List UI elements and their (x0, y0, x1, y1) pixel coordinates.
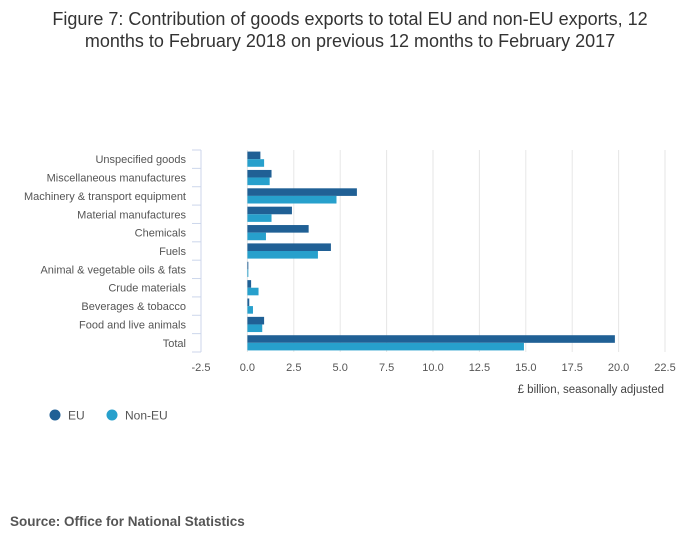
bar-non-eu[interactable] (247, 269, 249, 277)
bar-eu[interactable] (247, 243, 331, 251)
category-label: Unspecified goods (95, 154, 186, 166)
chart-title-line-2: months to February 2018 on previous 12 m… (84, 31, 616, 51)
x-tick-label: 10.0 (422, 362, 443, 374)
category-label: Chemicals (135, 228, 187, 240)
bar-eu[interactable] (247, 316, 265, 325)
bar-non-eu[interactable] (247, 195, 337, 204)
bar-eu[interactable] (247, 261, 249, 270)
bar-eu[interactable] (247, 169, 272, 178)
x-tick-label: -2.5 (192, 362, 211, 374)
chart-title: Figure 7: Contribution of goods exports … (0, 8, 700, 52)
source-note: Source: Office for National Statistics (10, 514, 245, 529)
bar-non-eu[interactable] (247, 287, 259, 296)
bar-eu[interactable] (247, 280, 252, 288)
x-tick-labels: -2.5 0.0 2.5 5.0 7.5 10.0 12.5 15.0 17.5 20.0 22.5 (192, 362, 676, 374)
bar-eu[interactable] (247, 206, 292, 215)
category-label: Beverages & tobacco (81, 301, 186, 313)
category-label: Fuels (159, 246, 186, 258)
legend-marker-eu (49, 409, 61, 421)
bar-non-eu[interactable] (247, 251, 318, 259)
bar-eu[interactable] (247, 151, 261, 160)
bar-eu[interactable] (247, 188, 357, 196)
x-tick-label: 5.0 (333, 362, 348, 374)
x-tick-label: 20.0 (608, 362, 629, 374)
legend-label-non-eu[interactable]: Non-EU (125, 409, 168, 423)
x-tick-label: 0.0 (240, 362, 255, 374)
category-label: Total (163, 338, 186, 350)
category-label: Material manufactures (77, 209, 186, 221)
x-tick-label: 22.5 (654, 362, 675, 374)
category-label: Food and live animals (79, 319, 187, 331)
bar-non-eu[interactable] (247, 177, 270, 186)
legend-marker-non-eu (106, 409, 118, 421)
x-tick-label: 12.5 (469, 362, 490, 374)
bar-eu[interactable] (247, 225, 309, 233)
bar-non-eu[interactable] (247, 306, 253, 314)
category-label: Crude materials (108, 283, 186, 295)
legend-label-eu[interactable]: EU (68, 409, 85, 423)
x-tick-label: 17.5 (561, 362, 582, 374)
category-label: Animal & vegetable oils & fats (40, 264, 186, 276)
category-label: Miscellaneous manufactures (47, 173, 187, 185)
category-tick-marks (192, 149, 202, 353)
bar-eu[interactable] (247, 298, 250, 307)
x-tick-label: 7.5 (379, 362, 394, 374)
chart-title-line-1: Figure 7: Contribution of goods exports … (52, 9, 648, 29)
category-labels: Unspecified goods Miscellaneous manufactu… (24, 154, 187, 350)
x-axis-title: £ billion, seasonally adjusted (518, 384, 664, 396)
bar-eu[interactable] (247, 335, 615, 343)
category-label: Machinery & transport equipment (24, 191, 186, 203)
bar-non-eu[interactable] (247, 324, 263, 333)
x-tick-label: 2.5 (286, 362, 301, 374)
bar-non-eu[interactable] (247, 214, 272, 222)
bars (247, 151, 615, 351)
bar-non-eu[interactable] (247, 232, 266, 241)
legend: EU Non-EU (49, 409, 168, 423)
bar-non-eu[interactable] (247, 342, 524, 351)
x-tick-label: 15.0 (515, 362, 536, 374)
bar-non-eu[interactable] (247, 159, 265, 167)
